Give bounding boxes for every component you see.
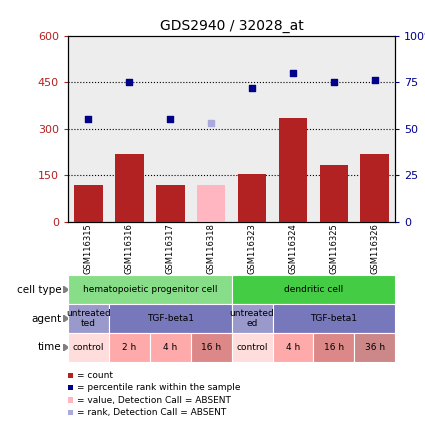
Bar [272,36,313,222]
Bar [360,154,389,222]
Text: = percentile rank within the sample: = percentile rank within the sample [76,383,240,392]
Polygon shape [63,315,68,322]
Text: 4 h: 4 h [163,343,177,352]
Text: untreated
ted: untreated ted [66,309,111,328]
Bar [191,36,232,222]
Text: cell type: cell type [17,285,62,295]
Point [85,116,92,123]
Polygon shape [63,286,68,293]
Bar [313,36,354,222]
Bar [74,185,103,222]
Point [371,77,378,84]
Text: = value, Detection Call = ABSENT: = value, Detection Call = ABSENT [76,396,230,404]
Text: TGF-beta1: TGF-beta1 [310,314,357,323]
Bar [197,185,226,222]
Bar [354,36,395,222]
Text: time: time [38,342,62,353]
Bar [238,174,266,222]
Text: 16 h: 16 h [324,343,344,352]
Point [331,79,337,86]
Text: control: control [236,343,268,352]
Text: untreated
ed: untreated ed [230,309,275,328]
Bar [150,36,191,222]
Text: agent: agent [31,313,62,324]
Title: GDS2940 / 32028_at: GDS2940 / 32028_at [160,19,303,33]
Text: = count: = count [76,371,113,380]
Polygon shape [63,344,68,351]
Point [249,84,255,91]
Text: = rank, Detection Call = ABSENT: = rank, Detection Call = ABSENT [76,408,226,417]
Point [126,79,133,86]
Bar [320,165,348,222]
Bar [232,36,272,222]
Bar [68,36,109,222]
Text: hematopoietic progenitor cell: hematopoietic progenitor cell [82,285,217,294]
Point [208,119,215,127]
Text: 4 h: 4 h [286,343,300,352]
Point [167,116,174,123]
Text: TGF-beta1: TGF-beta1 [147,314,194,323]
Text: 2 h: 2 h [122,343,136,352]
Text: dendritic cell: dendritic cell [284,285,343,294]
Text: 36 h: 36 h [365,343,385,352]
Bar [115,154,144,222]
Text: 16 h: 16 h [201,343,221,352]
Bar [109,36,150,222]
Bar [279,118,307,222]
Point [289,69,296,76]
Text: control: control [73,343,104,352]
Bar [156,185,184,222]
